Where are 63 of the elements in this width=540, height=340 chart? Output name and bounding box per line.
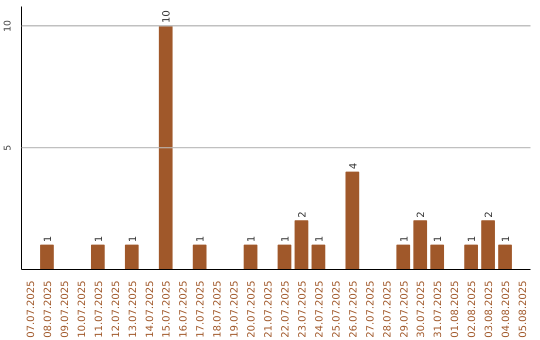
x-tick-label: 24.07.2025 [314, 280, 326, 338]
x-tick-label: 10.07.2025 [76, 280, 88, 338]
x-tick-label: 11.07.2025 [94, 280, 105, 338]
data-label: 1 [399, 236, 410, 242]
x-tick-label: 04.08.2025 [501, 280, 512, 338]
bar [312, 244, 326, 270]
x-tick-label: 14.07.2025 [144, 280, 156, 338]
data-label: 10 [162, 10, 173, 23]
bar [430, 244, 444, 270]
x-tick-label: 02.08.2025 [467, 280, 478, 338]
bar [40, 244, 54, 270]
data-label: 1 [196, 236, 207, 242]
x-tick-label: 07.07.2025 [26, 280, 37, 338]
x-tick-label: 27.07.2025 [365, 280, 376, 338]
x-tick-label: 17.07.2025 [196, 280, 207, 338]
x-tick-label: 05.08.2025 [518, 280, 530, 338]
x-tick-label: 16.07.2025 [178, 280, 190, 338]
bar [244, 244, 258, 270]
y-tick-label: 5 [2, 144, 14, 151]
data-label: 1 [501, 236, 512, 242]
bar [498, 244, 512, 270]
x-tick-label: 30.07.2025 [416, 280, 428, 338]
bar [294, 220, 308, 270]
x-tick-label: 15.07.2025 [162, 280, 173, 338]
data-label: 1 [128, 236, 139, 242]
x-tick-label: 12.07.2025 [110, 280, 122, 338]
x-tick-label: 13.07.2025 [128, 280, 139, 338]
x-tick-label: 29.07.2025 [399, 280, 410, 338]
x-tick-label: 28.07.2025 [382, 280, 394, 338]
bar [124, 244, 139, 270]
x-tick-label: 01.08.2025 [450, 280, 462, 338]
x-tick-label: 21.07.2025 [264, 280, 275, 338]
data-label: 1 [280, 236, 292, 242]
bar [158, 25, 173, 270]
bar [90, 244, 105, 270]
data-label: 4 [348, 162, 360, 170]
x-tick-label: 25.07.2025 [331, 280, 342, 338]
x-tick-label: 22.07.2025 [280, 280, 292, 338]
x-tick-label: 19.07.2025 [230, 280, 241, 338]
bar [413, 220, 428, 270]
x-tick-label: 23.07.2025 [297, 280, 308, 338]
x-tick-label: 18.07.2025 [212, 280, 224, 338]
x-tick-label: 03.08.2025 [484, 280, 496, 338]
bar [396, 244, 410, 270]
x-tick-label: 08.07.2025 [42, 280, 54, 338]
x-tick-label: 26.07.2025 [348, 280, 360, 338]
data-label: 1 [467, 236, 478, 242]
x-tick-label: 20.07.2025 [246, 280, 258, 338]
data-label: 1 [314, 236, 326, 242]
data-label: 2 [484, 211, 496, 218]
data-label: 2 [416, 211, 428, 218]
data-label: 1 [246, 236, 258, 242]
bar [278, 244, 292, 270]
x-tick-label: 09.07.2025 [60, 280, 71, 338]
bar [192, 244, 207, 270]
bar [345, 172, 360, 270]
data-label: 1 [94, 236, 105, 242]
data-label: 2 [297, 211, 308, 218]
data-label: 1 [42, 236, 54, 242]
x-tick-label: 31.07.2025 [433, 280, 444, 338]
bar [481, 220, 495, 270]
bar [464, 244, 478, 270]
data-label: 1 [433, 236, 444, 242]
